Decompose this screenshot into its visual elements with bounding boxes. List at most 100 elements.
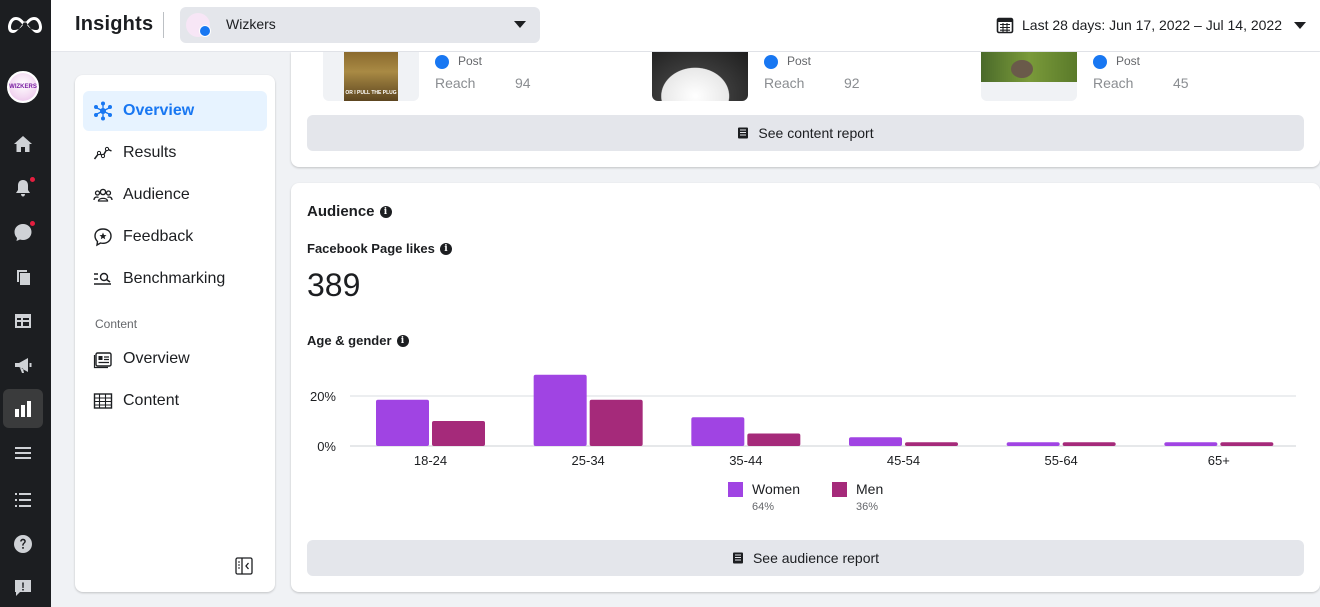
title-divider: [163, 12, 164, 38]
notifications-icon[interactable]: [12, 176, 36, 199]
page-name: Wizkers: [226, 16, 276, 32]
post-thumbnail: [652, 52, 748, 101]
post-type: Post: [1116, 54, 1141, 68]
table-icon[interactable]: [12, 310, 34, 332]
reach-label: Reach: [764, 75, 805, 91]
x-tick-label: 65+: [1208, 453, 1230, 468]
nav-item-label: Feedback: [123, 228, 194, 245]
legend-item-women[interactable]: Women 64%: [728, 481, 832, 515]
overview-icon: [93, 101, 113, 121]
content-table-icon: [93, 391, 113, 411]
date-range-picker[interactable]: Last 28 days: Jun 17, 2022 – Jul 14, 202…: [996, 14, 1306, 36]
collapse-sidebar-icon[interactable]: [235, 557, 253, 575]
button-label: See content report: [758, 125, 874, 141]
page-title: Insights: [75, 13, 154, 35]
x-tick-label: 45-54: [887, 453, 920, 468]
bar-men-55-64[interactable]: [1062, 442, 1116, 446]
reach-label: Reach: [435, 75, 476, 91]
help-icon[interactable]: [12, 533, 34, 555]
legend-item-men[interactable]: Men 36%: [832, 481, 936, 515]
post-type: Post: [787, 54, 812, 68]
info-icon[interactable]: i: [379, 205, 392, 218]
post-type: Post: [458, 54, 483, 68]
bar-women-35-44[interactable]: [691, 417, 745, 446]
nav-item-benchmarking[interactable]: Benchmarking: [83, 259, 267, 299]
nav-item-results[interactable]: Results: [83, 133, 267, 173]
legend-label: Women: [752, 481, 800, 497]
x-tick-label: 55-64: [1045, 453, 1078, 468]
nav-item-feedback[interactable]: Feedback: [83, 217, 267, 257]
avatar-text: WIZKERS: [9, 73, 37, 101]
post-item[interactable]: Post Reach 45: [981, 52, 1281, 102]
age-gender-label: Age & gender: [307, 333, 392, 348]
content-card: OR I PULL THE PLUG Post Reach 94 Post Re…: [291, 52, 1320, 167]
legend-label: Men: [856, 481, 884, 497]
bar-men-45-54[interactable]: [905, 442, 958, 446]
top-bar: Insights Wizkers Last 28 days: Jun 17, 2…: [51, 0, 1320, 52]
nav-item-content[interactable]: Content: [83, 381, 267, 421]
date-range-label: Last 28 days: Jun 17, 2022 – Jul 14, 202…: [1022, 17, 1282, 33]
age-gender-chart: 0% 20% 18-24 25-34 35-44 45-54 55-64 65+: [310, 374, 1296, 468]
bar-women-18-24[interactable]: [376, 399, 429, 446]
bar-men-18-24[interactable]: [432, 421, 485, 446]
post-item[interactable]: Post Reach 92: [652, 52, 952, 102]
home-icon[interactable]: [12, 133, 34, 155]
nav-item-label: Audience: [123, 186, 190, 203]
insights-icon[interactable]: [12, 398, 34, 420]
reach-value: 92: [844, 75, 860, 91]
global-nav-rail: WIZKERS: [0, 0, 51, 607]
y-tick-label: 20%: [310, 389, 336, 404]
bar-women-25-34[interactable]: [533, 374, 587, 446]
feedback-report-icon[interactable]: [12, 577, 34, 599]
page-selector-dropdown[interactable]: Wizkers: [180, 7, 540, 43]
legend-swatch-men: [832, 482, 847, 497]
facebook-icon: [764, 55, 778, 69]
bar-women-55-64[interactable]: [1006, 442, 1060, 446]
legend-percent: 64%: [752, 501, 775, 513]
insights-side-nav: Overview Results Audience Feedback Bench…: [75, 75, 275, 592]
facebook-badge-icon: [199, 25, 211, 37]
nav-item-audience[interactable]: Audience: [83, 175, 267, 215]
list-icon[interactable]: [12, 489, 34, 511]
chevron-down-icon: [1294, 21, 1306, 29]
nav-item-content-overview[interactable]: Overview: [83, 339, 267, 379]
nav-section-content: Content: [95, 317, 138, 331]
megaphone-icon[interactable]: [12, 354, 34, 376]
nav-item-label: Results: [123, 144, 177, 161]
bar-women-65+[interactable]: [1164, 442, 1218, 446]
meta-logo-icon[interactable]: [7, 14, 43, 36]
legend-percent: 36%: [856, 501, 879, 513]
reach-value: 94: [515, 75, 531, 91]
nav-item-label: Overview: [123, 102, 195, 119]
notification-dot: [29, 176, 36, 183]
feedback-icon: [93, 227, 113, 247]
audience-card: Audience i Facebook Page likes i 389 Age…: [291, 183, 1320, 592]
post-thumbnail: OR I PULL THE PLUG: [323, 52, 419, 101]
pages-icon[interactable]: [12, 266, 34, 288]
bar-men-35-44[interactable]: [747, 433, 801, 447]
audience-heading: Audience i: [307, 203, 392, 220]
see-audience-report-button[interactable]: See audience report: [307, 540, 1304, 576]
see-content-report-button[interactable]: See content report: [307, 115, 1304, 151]
info-icon[interactable]: i: [396, 334, 409, 347]
post-item[interactable]: OR I PULL THE PLUG Post Reach 94: [323, 52, 623, 102]
nav-item-overview[interactable]: Overview: [83, 91, 267, 131]
bar-men-65+[interactable]: [1220, 442, 1274, 446]
page-likes-heading: Facebook Page likes i: [307, 241, 452, 256]
facebook-icon: [435, 55, 449, 69]
messages-icon[interactable]: [12, 220, 36, 243]
benchmarking-icon: [93, 269, 113, 289]
audience-title: Audience: [307, 203, 375, 220]
menu-icon[interactable]: [12, 442, 34, 464]
reach-value: 45: [1173, 75, 1189, 91]
page-avatar[interactable]: WIZKERS: [7, 71, 39, 103]
calendar-icon: [996, 17, 1014, 34]
bar-women-45-54[interactable]: [849, 437, 902, 446]
info-icon[interactable]: i: [439, 242, 452, 255]
chart-legend: Women 64% Men 36%: [728, 481, 936, 515]
x-tick-label: 35-44: [729, 453, 762, 468]
report-icon: [738, 127, 749, 139]
content-overview-icon: [93, 349, 113, 369]
age-gender-heading: Age & gender i: [307, 333, 409, 348]
bar-men-25-34[interactable]: [589, 399, 643, 446]
